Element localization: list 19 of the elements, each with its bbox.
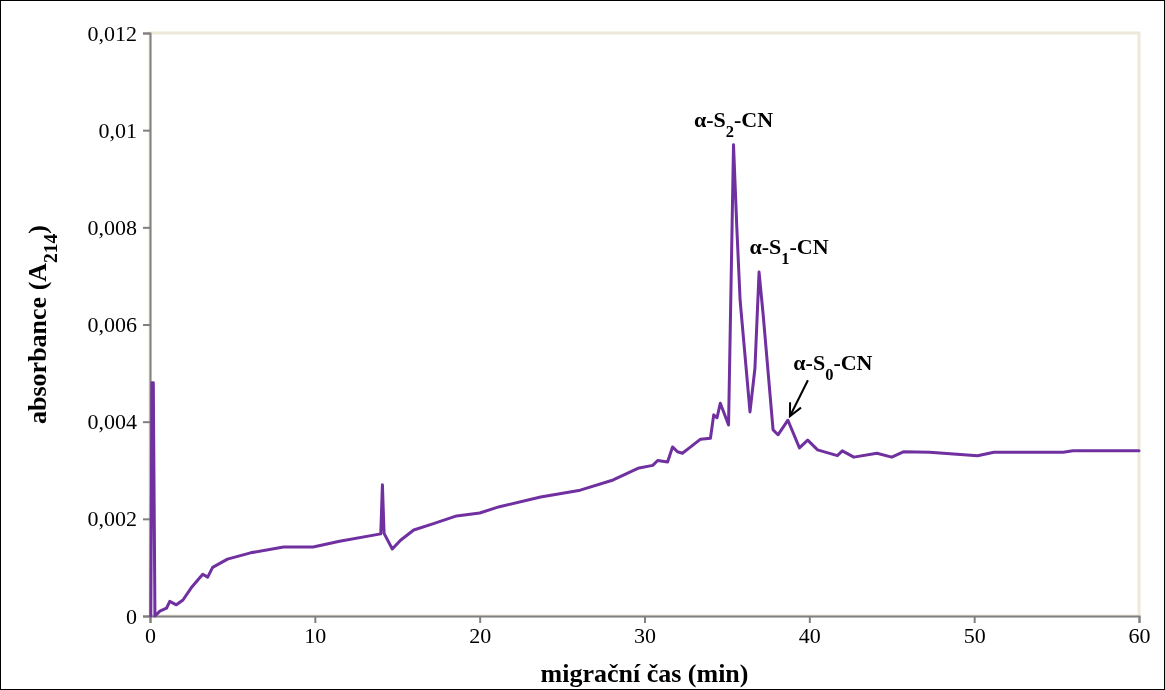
annotation: α-S$_{0}$-CN xyxy=(793,350,873,384)
annotation: α-S$_{2}$-CN xyxy=(693,106,774,141)
y-tick-label: 0 xyxy=(126,603,137,629)
y-tick-label: 0,01 xyxy=(98,117,137,143)
x-tick-label: 40 xyxy=(798,622,821,648)
annotation: α-S$_{1}$-CN xyxy=(749,234,829,268)
x-tick-label: 0 xyxy=(145,622,156,648)
line-series xyxy=(149,143,1141,618)
x-axis-title: migrační čas (min) xyxy=(540,659,749,688)
x-tick-label: 60 xyxy=(1128,622,1151,648)
y-tick-label: 0,012 xyxy=(87,20,137,46)
y-tick-label: 0,008 xyxy=(87,214,137,240)
y-tick-label: 0,004 xyxy=(87,409,137,435)
x-tick-label: 20 xyxy=(469,622,492,648)
x-tick-label: 10 xyxy=(304,622,327,648)
x-tick-label: 50 xyxy=(963,622,986,648)
x-tick-label: 30 xyxy=(634,622,656,648)
y-tick-label: 0,002 xyxy=(87,506,137,532)
y-tick-label: 0,006 xyxy=(87,312,137,338)
